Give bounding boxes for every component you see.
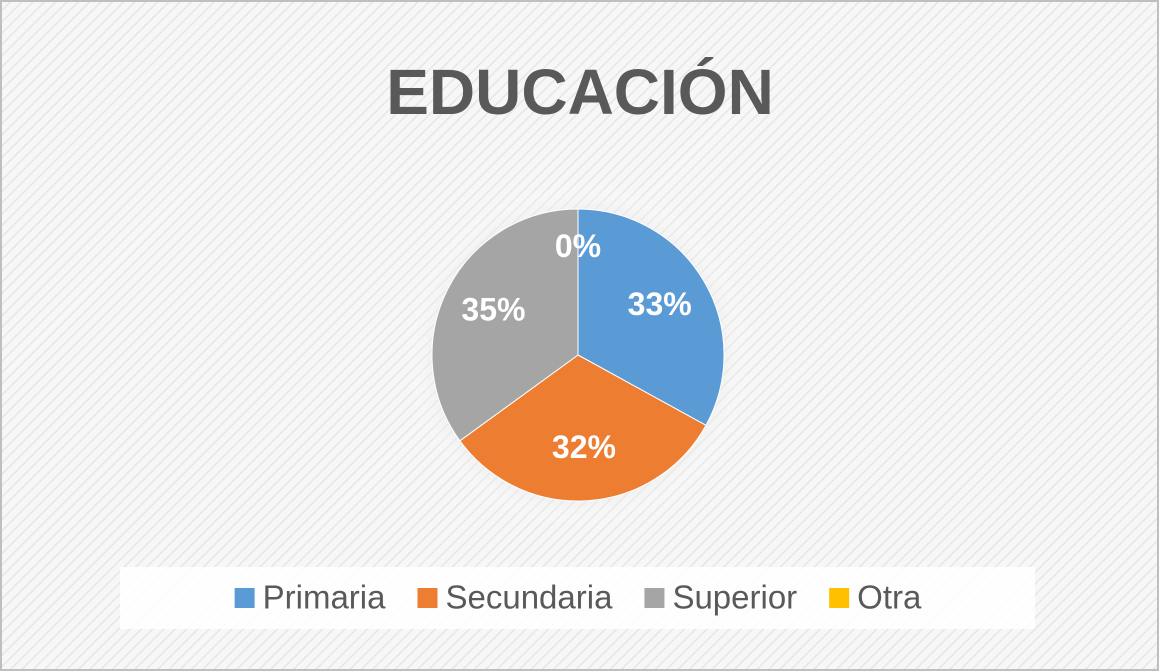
pie-slice bbox=[431, 208, 579, 442]
legend-label: Superior bbox=[672, 579, 797, 616]
legend-marker bbox=[234, 588, 255, 608]
pie-slice bbox=[577, 208, 725, 427]
legend-box bbox=[120, 567, 1035, 629]
legend-marker bbox=[417, 588, 438, 608]
data-label: 33% bbox=[628, 286, 692, 322]
legend-label: Otra bbox=[857, 579, 922, 616]
legend-label: Secundaria bbox=[445, 579, 613, 616]
pie-slice bbox=[459, 354, 707, 502]
legend-label: Primaria bbox=[263, 579, 386, 616]
data-label: 32% bbox=[552, 429, 616, 465]
data-label: 35% bbox=[461, 291, 525, 327]
legend-marker bbox=[829, 588, 850, 608]
chart-title: EDUCACIÓN bbox=[386, 56, 774, 128]
data-label: 0% bbox=[555, 228, 601, 264]
legend-marker bbox=[644, 588, 665, 608]
